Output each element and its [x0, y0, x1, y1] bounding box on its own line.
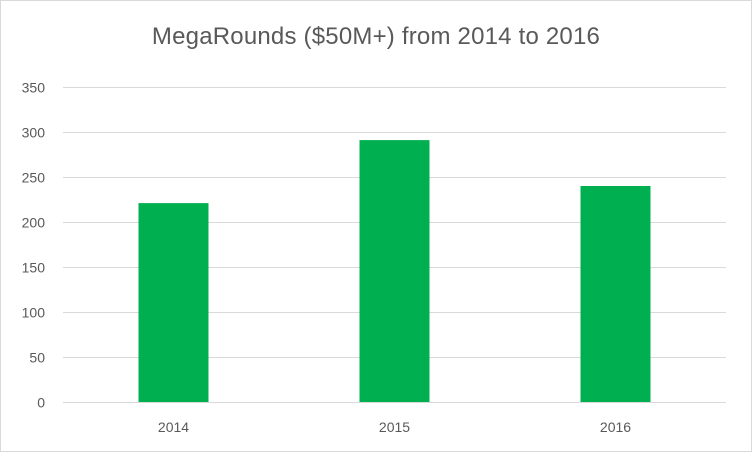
y-tick-label: 350	[22, 80, 46, 96]
bar-2016	[580, 186, 651, 402]
y-tick-label: 200	[22, 215, 46, 231]
bars	[138, 140, 651, 402]
y-tick-label: 100	[22, 305, 46, 321]
x-tick-label-2015: 2015	[379, 419, 410, 435]
y-tick-label: 0	[37, 395, 45, 411]
y-axis-tick-labels: 0 50 100 150 200 250 300 350	[22, 80, 46, 411]
y-tick-label: 250	[22, 170, 46, 186]
x-axis-tick-labels: 2014 2015 2016	[158, 419, 631, 435]
x-tick-label-2016: 2016	[600, 419, 631, 435]
bar-2015	[359, 140, 430, 402]
y-tick-label: 50	[29, 350, 45, 366]
bar-2014	[138, 203, 209, 402]
chart-title: MegaRounds ($50M+) from 2014 to 2016	[151, 23, 601, 50]
y-tick-label: 150	[22, 260, 46, 276]
y-tick-label: 300	[22, 125, 46, 141]
x-tick-label-2014: 2014	[158, 419, 189, 435]
